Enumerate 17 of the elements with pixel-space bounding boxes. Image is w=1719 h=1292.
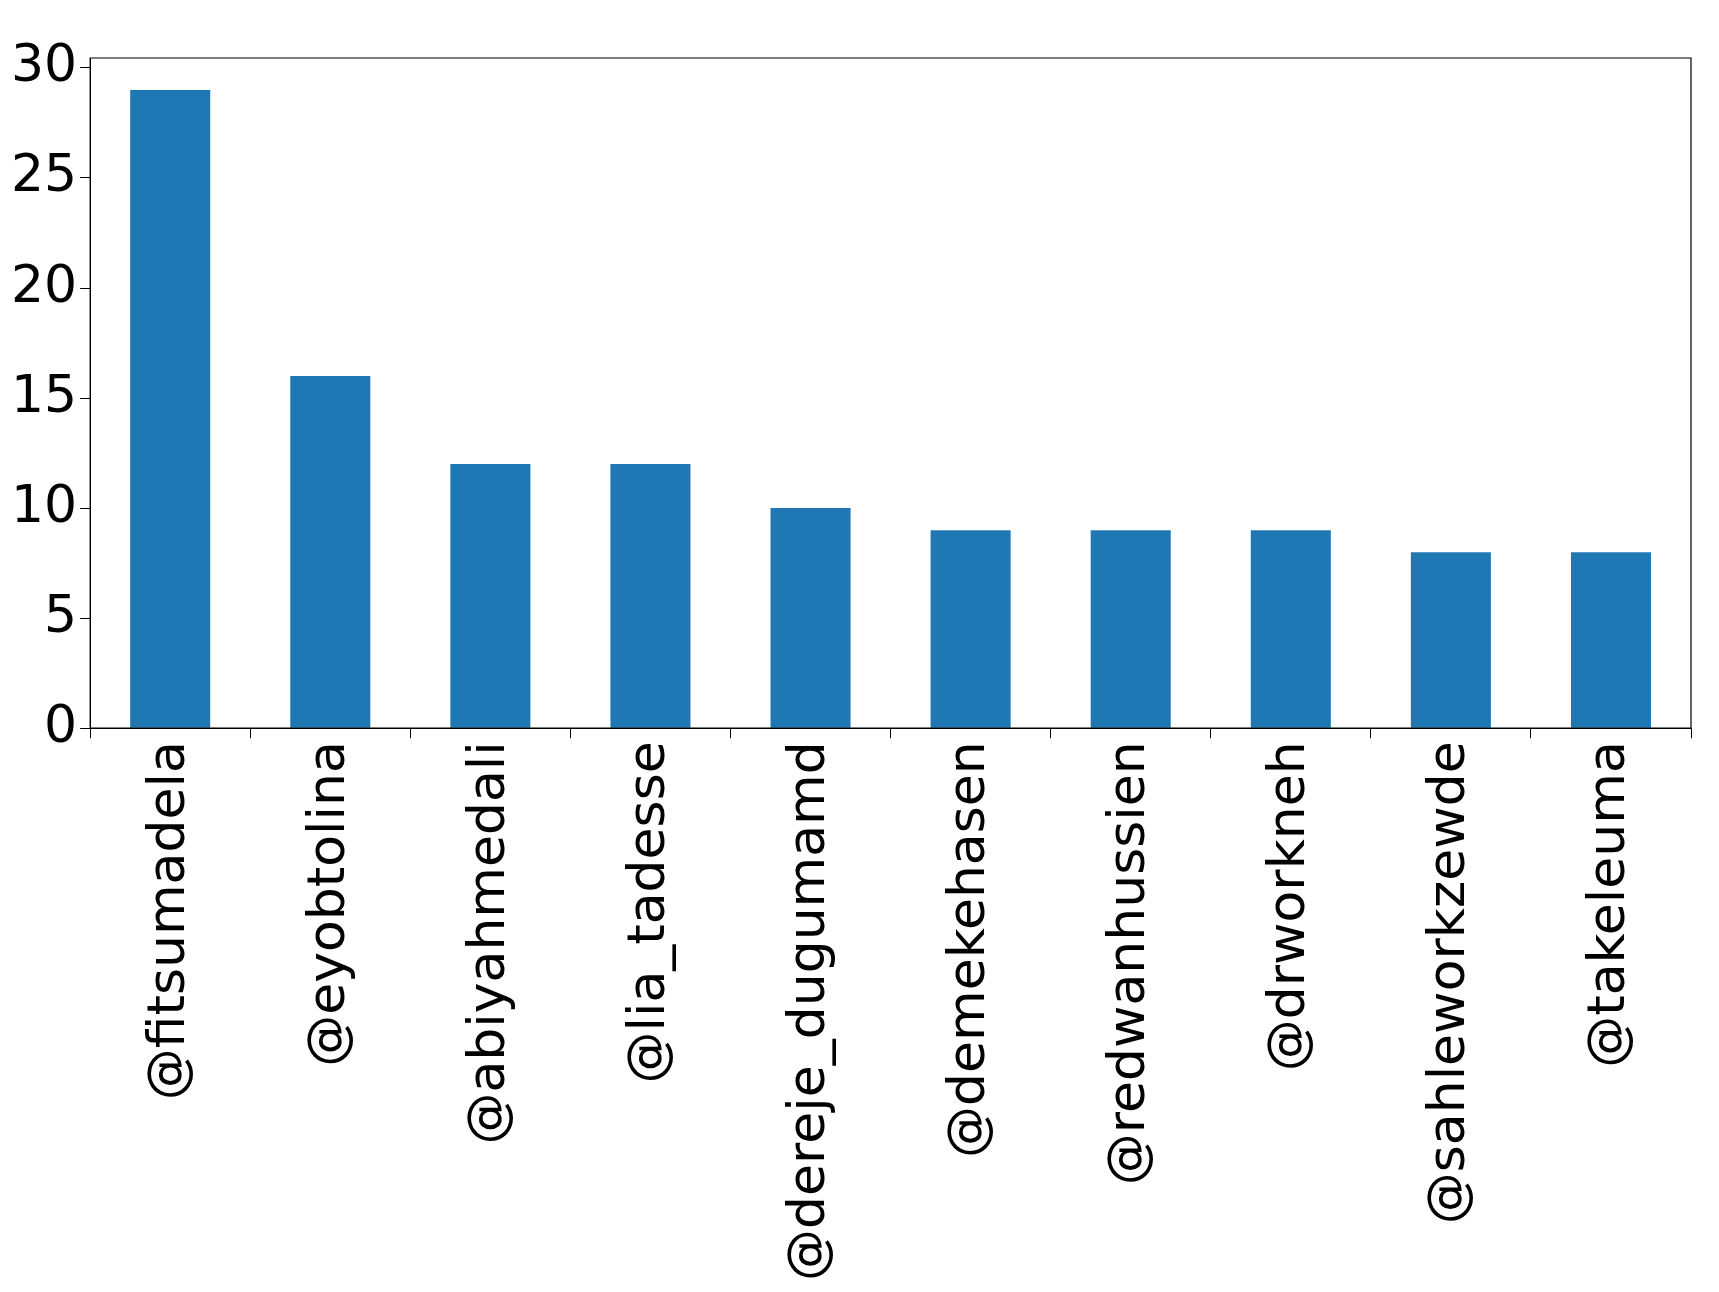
y-tick-label: 5	[44, 583, 78, 644]
x-tick-label: @abiyahmedali	[455, 741, 516, 1145]
x-tick-label: @dereje_dugumamd	[776, 741, 837, 1281]
x-tick-label: @demekehasen	[936, 741, 997, 1158]
x-tick-label: @sahleworkzewde	[1416, 741, 1477, 1225]
y-tick-label: 10	[11, 473, 78, 534]
y-tick-label: 30	[11, 33, 78, 94]
x-tick-label: @fitsumadela	[135, 741, 196, 1101]
x-tick-label: @eyobtolina	[295, 741, 356, 1067]
y-tick-label: 15	[11, 363, 78, 424]
x-tick-label: @lia_tadesse	[615, 741, 676, 1084]
x-tick-label: @drworkneh	[1256, 741, 1317, 1072]
x-tick-label: @takeleuma	[1576, 741, 1637, 1068]
x-tick-label: @redwanhussien	[1096, 741, 1157, 1186]
y-tick-label: 25	[11, 143, 78, 204]
y-tick-label: 0	[44, 693, 78, 754]
y-tick-label: 20	[11, 253, 78, 314]
